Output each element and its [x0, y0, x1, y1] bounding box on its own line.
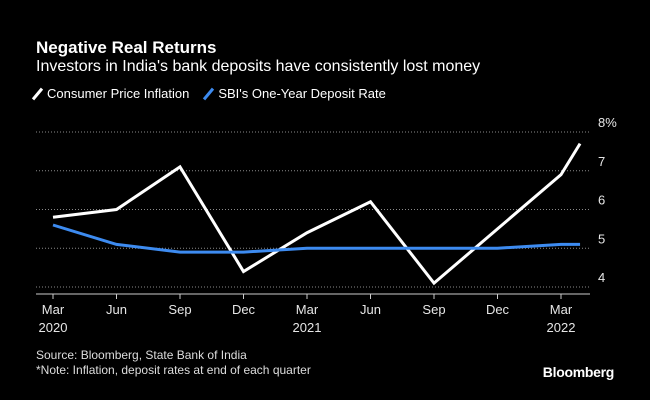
y-tick-label-7: 7 [598, 154, 605, 169]
legend-label-inflation: Consumer Price Inflation [47, 86, 190, 101]
x-tick-year-8: 2022 [547, 320, 576, 335]
footnote: *Note: Inflation, deposit rates at end o… [36, 363, 311, 377]
x-tick-year-0: 2020 [39, 320, 68, 335]
x-tick-label-3: Dec [232, 302, 256, 317]
legend: Consumer Price Inflation SBI's One-Year … [31, 86, 404, 101]
x-tick-label-0: Mar [42, 302, 65, 317]
series-line-inflation [52, 142, 582, 286]
source-note: Source: Bloomberg, State Bank of India [36, 348, 247, 362]
x-tick-label-5: Jun [360, 302, 381, 317]
x-tick-label-6: Sep [422, 302, 445, 317]
chart-subtitle: Investors in India's bank deposits have … [36, 58, 481, 75]
legend-label-deposit-rate: SBI's One-Year Deposit Rate [218, 86, 386, 101]
legend-item-deposit-rate: SBI's One-Year Deposit Rate [203, 86, 386, 101]
x-tick-label-8: Mar [550, 302, 573, 317]
x-tick-label-7: Dec [486, 302, 510, 317]
chart-title: Negative Real Returns [36, 38, 217, 57]
y-tick-label-4: 4 [598, 270, 605, 285]
y-tick-label-8: 8% [598, 115, 617, 130]
legend-item-inflation: Consumer Price Inflation [31, 86, 190, 101]
x-tick-year-4: 2021 [293, 320, 322, 335]
x-tick-label-4: Mar [296, 302, 319, 317]
x-tick-label-2: Sep [168, 302, 191, 317]
x-tick-label-1: Jun [106, 302, 127, 317]
series-line-deposit-rate [52, 223, 581, 254]
y-tick-label-5: 5 [598, 231, 605, 246]
bloomberg-logo: Bloomberg [542, 364, 615, 380]
y-tick-label-6: 6 [598, 193, 605, 208]
